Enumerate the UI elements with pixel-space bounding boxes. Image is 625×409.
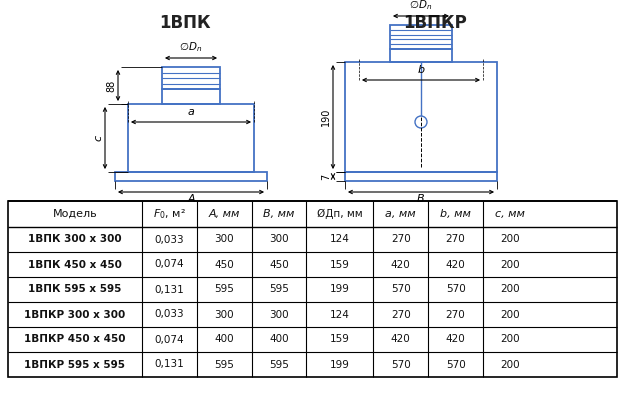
Text: $F_0$, м²: $F_0$, м² [153,207,186,221]
Bar [345,172,497,181]
Text: 0,033: 0,033 [154,234,184,245]
Text: 270: 270 [391,310,411,319]
Text: 0,074: 0,074 [154,335,184,344]
Text: 124: 124 [330,310,350,319]
Bar [390,25,452,49]
Text: 199: 199 [330,285,350,294]
Bar [345,62,497,172]
Text: 200: 200 [501,259,520,270]
Text: А, мм: А, мм [209,209,240,219]
Text: c, мм: c, мм [496,209,526,219]
Text: 570: 570 [391,285,411,294]
Text: 0,131: 0,131 [154,360,184,369]
Text: 1ВПК 595 х 595: 1ВПК 595 х 595 [28,285,122,294]
Text: 0,033: 0,033 [154,310,184,319]
Text: 200: 200 [501,310,520,319]
Text: 0,131: 0,131 [154,285,184,294]
Text: 1ВПКР 450 х 450: 1ВПКР 450 х 450 [24,335,126,344]
Text: 420: 420 [446,259,466,270]
Text: 400: 400 [214,335,234,344]
Text: a, мм: a, мм [386,209,416,219]
Text: 7: 7 [321,173,331,180]
Text: 270: 270 [391,234,411,245]
Text: 420: 420 [391,259,411,270]
Text: a: a [188,107,194,117]
Text: 190: 190 [321,108,331,126]
Text: 159: 159 [330,335,350,344]
Text: Модель: Модель [52,209,98,219]
Text: 1ВПК: 1ВПК [159,14,211,32]
Bar [115,172,267,181]
Text: c: c [93,135,103,141]
Text: 1ВПК 300 х 300: 1ВПК 300 х 300 [28,234,122,245]
Text: 300: 300 [269,234,289,245]
Text: 0,074: 0,074 [154,259,184,270]
Text: 88: 88 [106,79,116,92]
Bar [162,67,220,89]
Text: 124: 124 [330,234,350,245]
Text: 300: 300 [214,234,234,245]
Text: 595: 595 [269,285,289,294]
Text: A: A [188,194,195,204]
Text: $\varnothing D_n$: $\varnothing D_n$ [179,40,203,54]
Text: 300: 300 [214,310,234,319]
Bar [390,49,452,62]
Text: 200: 200 [501,360,520,369]
Text: 200: 200 [501,285,520,294]
Text: B: B [418,194,425,204]
Text: 159: 159 [330,259,350,270]
Text: b: b [418,65,424,75]
Bar [162,89,220,104]
Text: 450: 450 [214,259,234,270]
Text: 300: 300 [269,310,289,319]
Text: 1ВПК 450 х 450: 1ВПК 450 х 450 [28,259,122,270]
Text: $\varnothing D_n$: $\varnothing D_n$ [409,0,432,12]
Text: 450: 450 [269,259,289,270]
Text: 570: 570 [446,360,466,369]
Bar [8,201,617,377]
Text: 1ВПКР: 1ВПКР [403,14,467,32]
Text: 420: 420 [391,335,411,344]
Text: 595: 595 [214,285,234,294]
Bar [128,104,254,172]
Text: 1ВПКР 595 х 595: 1ВПКР 595 х 595 [24,360,126,369]
Text: b, мм: b, мм [440,209,471,219]
Text: 400: 400 [269,335,289,344]
Text: 570: 570 [391,360,411,369]
Text: 595: 595 [214,360,234,369]
Text: В, мм: В, мм [263,209,295,219]
Text: 1ВПКР 300 х 300: 1ВПКР 300 х 300 [24,310,126,319]
Text: 270: 270 [446,310,466,319]
Text: 570: 570 [446,285,466,294]
Text: 199: 199 [330,360,350,369]
Text: ØДп, мм: ØДп, мм [317,209,362,219]
Text: 200: 200 [501,335,520,344]
Text: 270: 270 [446,234,466,245]
Text: 200: 200 [501,234,520,245]
Text: 595: 595 [269,360,289,369]
Text: 420: 420 [446,335,466,344]
